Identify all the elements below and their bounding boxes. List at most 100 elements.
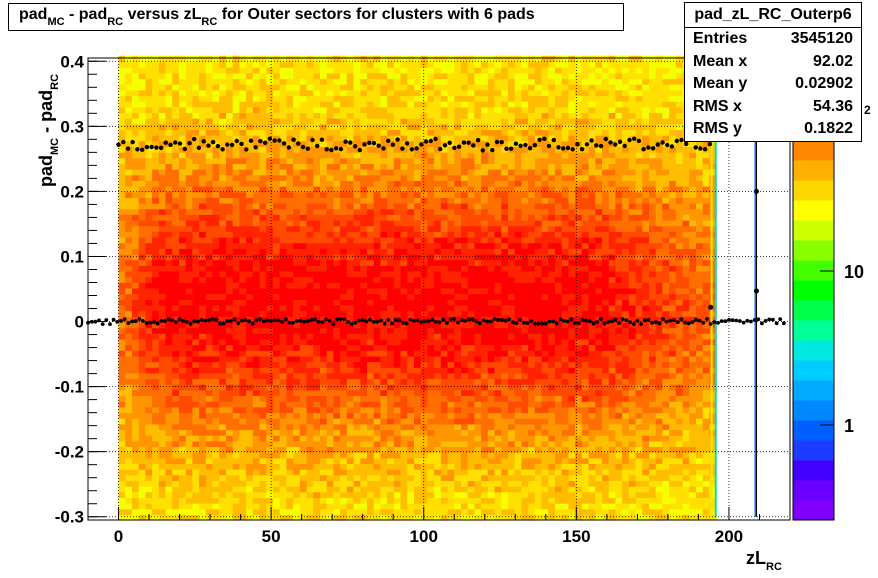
heatmap-cell: [521, 112, 529, 119]
heatmap-cell: [232, 401, 240, 408]
heatmap-cell: [521, 423, 529, 431]
heatmap-cell: [205, 344, 214, 351]
heatmap-cell: [393, 361, 402, 368]
heatmap-cell: [521, 491, 529, 498]
heatmap-cell: [226, 287, 234, 295]
heatmap-cell: [474, 208, 482, 215]
heatmap-cell: [239, 412, 247, 419]
heatmap-cell: [138, 463, 146, 470]
heatmap-cell: [246, 508, 254, 515]
heatmap-cell: [118, 299, 126, 306]
heatmap-cell: [266, 503, 274, 510]
heatmap-cell: [447, 497, 455, 504]
heatmap-cell: [414, 333, 422, 340]
heatmap-cell: [172, 78, 180, 85]
heatmap-cell: [487, 378, 496, 385]
heatmap-cell: [152, 225, 160, 232]
heatmap-cell: [185, 282, 193, 289]
heatmap-cell: [179, 248, 187, 255]
heatmap-cell: [192, 333, 200, 340]
heatmap-cell: [320, 89, 328, 97]
heatmap-cell: [266, 474, 274, 481]
heatmap-cell: [340, 474, 348, 481]
heatmap-cell: [185, 480, 193, 487]
heatmap-cell: [279, 463, 287, 470]
heatmap-cell: [393, 197, 402, 204]
heatmap-cell: [393, 78, 402, 85]
heatmap-cell: [152, 106, 160, 113]
heatmap-cell: [514, 491, 522, 498]
heatmap-cell: [192, 497, 200, 504]
heatmap-cell: [447, 242, 455, 249]
heatmap-cell: [246, 418, 254, 425]
heatmap-cell: [393, 440, 402, 447]
heatmap-cell: [414, 236, 422, 244]
heatmap-cell: [353, 389, 361, 397]
heatmap-cell: [333, 248, 341, 255]
heatmap-cell: [440, 265, 449, 272]
heatmap-cell: [152, 78, 160, 85]
heatmap-cell: [353, 157, 361, 164]
heatmap-cell: [138, 236, 146, 244]
heatmap-cell: [333, 197, 341, 204]
heatmap-cell: [293, 412, 301, 419]
heatmap-cell: [407, 338, 415, 346]
heatmap-cell: [299, 429, 308, 436]
heatmap-cell: [387, 287, 395, 295]
heatmap-cell: [407, 327, 415, 334]
heatmap-cell: [266, 236, 274, 244]
heatmap-cell: [447, 84, 455, 91]
heatmap-cell: [440, 503, 449, 510]
heatmap-cell: [514, 310, 522, 317]
heatmap-cell: [434, 169, 442, 176]
heatmap-cell: [299, 333, 308, 340]
heatmap-cell: [252, 304, 261, 312]
heatmap-cell: [353, 418, 361, 425]
heatmap-cell: [326, 129, 334, 136]
heatmap-cell: [158, 355, 167, 363]
heatmap-cell: [279, 401, 287, 408]
heatmap-cell: [313, 344, 321, 351]
heatmap-cell: [266, 152, 274, 159]
heatmap-cell: [367, 118, 375, 125]
heatmap-cell: [434, 446, 442, 453]
heatmap-cell: [501, 106, 509, 113]
heatmap-cell: [367, 72, 375, 80]
heatmap-cell: [132, 344, 140, 351]
heatmap-cell: [501, 440, 509, 447]
heatmap-cell: [179, 304, 187, 312]
heatmap-cell: [232, 89, 240, 97]
heatmap-cell: [420, 61, 428, 68]
heatmap-cell: [346, 55, 355, 63]
heatmap-cell: [199, 293, 207, 300]
heatmap-cell: [414, 435, 422, 442]
heatmap-cell: [299, 276, 308, 283]
heatmap-cell: [373, 214, 381, 221]
heatmap-cell: [420, 270, 428, 278]
heatmap-cell: [353, 84, 361, 91]
heatmap-cell: [232, 84, 240, 91]
heatmap-cell: [172, 191, 180, 198]
heatmap-cell: [508, 208, 516, 215]
heatmap-cell: [387, 327, 395, 334]
heatmap-cell: [440, 242, 449, 249]
heatmap-cell: [333, 418, 341, 425]
heatmap-cell: [132, 446, 140, 453]
heatmap-cell: [192, 123, 200, 130]
heatmap-cell: [414, 440, 422, 447]
heatmap-cell: [299, 78, 308, 85]
heatmap-cell: [306, 197, 314, 204]
heatmap-cell: [420, 95, 428, 102]
heatmap-cell: [158, 384, 167, 391]
heatmap-cell: [273, 293, 281, 300]
heatmap-cell: [273, 67, 281, 74]
heatmap-cell: [320, 214, 328, 221]
heatmap-cell: [387, 276, 395, 283]
heatmap-cell: [508, 236, 516, 244]
heatmap-cell: [387, 253, 395, 261]
heatmap-cell: [226, 152, 234, 159]
heatmap-cell: [346, 112, 355, 119]
heatmap-cell: [501, 372, 509, 380]
heatmap-cell: [179, 208, 187, 215]
heatmap-cell: [246, 355, 254, 363]
